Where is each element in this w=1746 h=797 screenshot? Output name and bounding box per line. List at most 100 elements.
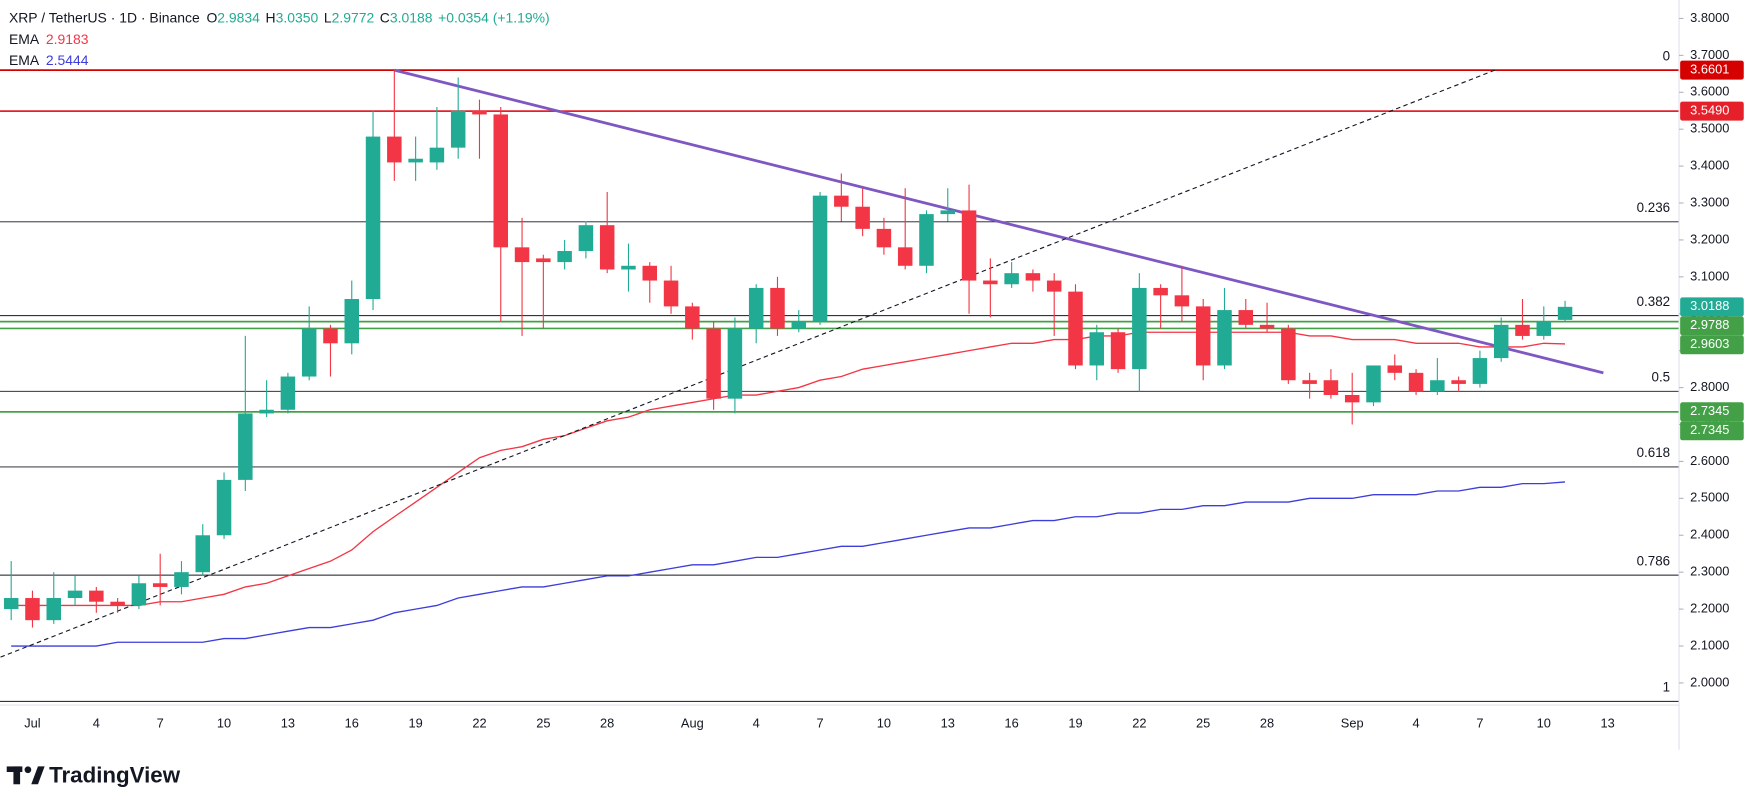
candle-body [1046,280,1062,292]
change: +0.0354 (+1.19%) [438,10,550,26]
price-label: 2.9603 [1690,336,1729,351]
y-tick-label: 2.0000 [1690,674,1729,689]
y-tick-label: 3.3000 [1690,194,1729,209]
candle-body [1153,287,1168,296]
x-tick-label: 7 [157,715,164,730]
candle-body [344,299,360,344]
candle-body [110,601,125,606]
candle-body [685,306,700,329]
price-label-box [1680,421,1744,441]
candle-body [1132,287,1147,370]
candle-body [280,376,296,410]
price-label: 3.5490 [1690,103,1729,118]
candle-body [67,590,83,599]
price-label: 3.0188 [1690,298,1729,313]
candle-body [25,598,40,621]
candle-body [919,214,934,266]
candle-body [1110,332,1126,370]
candle-body [301,328,317,377]
candle-body [1302,380,1317,384]
candle-body [770,287,785,329]
candle-body [450,110,466,148]
x-tick-label: 7 [816,715,823,730]
logo-stem [13,766,21,785]
candle-body [216,479,232,536]
x-tick-label: 28 [1260,715,1274,730]
fib-label: 0.618 [1637,445,1670,460]
candle-body [578,225,594,252]
candle-body [46,598,62,621]
price-label-box [1680,335,1744,355]
trendline [393,68,1604,375]
indicator-value: 2.9183 [46,31,89,47]
candle-body [365,136,381,300]
y-tick-label: 2.1000 [1690,637,1729,652]
candle-body [1004,273,1019,285]
candle-body [940,210,956,215]
candle-body [259,409,274,414]
x-tick-label: 28 [600,715,614,730]
candle-body [152,583,168,587]
candle-body [536,258,551,263]
indicator-name: EMA [9,31,40,47]
x-tick-label: 4 [753,715,760,730]
x-tick-label: 7 [1476,715,1483,730]
ohlc-key: O [206,10,217,26]
candle-body [812,195,828,322]
candle-body [131,583,147,606]
y-tick-label: 3.1000 [1690,268,1729,283]
candle-body [727,328,743,399]
x-tick-label: Jul [24,715,40,730]
y-tick-label: 2.6000 [1690,453,1729,468]
x-tick-label: 22 [472,715,486,730]
candle-body [238,413,253,480]
logo-dot [24,766,32,774]
price-label-box [1680,316,1744,336]
candle-body [195,535,211,573]
candle-body [663,280,679,307]
fib-label: 1 [1663,680,1670,695]
legend: XRP / TetherUS · 1D · Binance O 2.9834 H 3.0… [9,10,550,68]
y-tick-label: 2.3000 [1690,564,1729,579]
candle-body [876,228,892,248]
candle-body [1344,394,1360,403]
candle-body [1238,310,1254,325]
indicator-value: 2.5444 [46,52,89,68]
y-tick-label: 3.2000 [1690,231,1729,246]
candle-body [599,225,615,270]
candle-body [1493,324,1509,359]
symbol: XRP / TetherUS · 1D · Binance [9,10,200,26]
candle-body [1281,328,1296,381]
candle-body [621,265,636,270]
x-tick-label: 10 [1537,715,1551,730]
ema-line [11,331,1566,607]
plot-area: 0 0.236 0.382 0.5 0.618 0.786 1 [0,48,1680,702]
price-label-box [1680,402,1744,422]
candle-body [1387,365,1403,373]
candle-body [1408,372,1424,392]
fib-label: 0 [1663,48,1670,63]
candle-body [1217,310,1232,366]
ohlc-key: C [380,10,390,26]
ohlc-value: 3.0188 [390,10,433,26]
indicator-name: EMA [9,52,40,68]
candle-body [1536,321,1552,336]
x-tick-label: 10 [217,715,231,730]
y-tick-label: 3.4000 [1690,158,1729,173]
brand-name: TradingView [49,762,181,787]
candle-body [557,251,572,263]
candle-body [855,206,870,229]
candle-body [1557,306,1573,320]
candle-body [174,572,189,587]
y-tick-label: 3.5000 [1690,121,1729,136]
dashed-trendline [0,69,1496,658]
candle-body [961,210,977,281]
ohlc-value: 2.9834 [217,10,260,26]
price-label-box [1680,60,1744,80]
y-tick-label: 2.4000 [1690,527,1729,542]
candle-body [3,598,19,610]
candle-body [1259,324,1275,329]
